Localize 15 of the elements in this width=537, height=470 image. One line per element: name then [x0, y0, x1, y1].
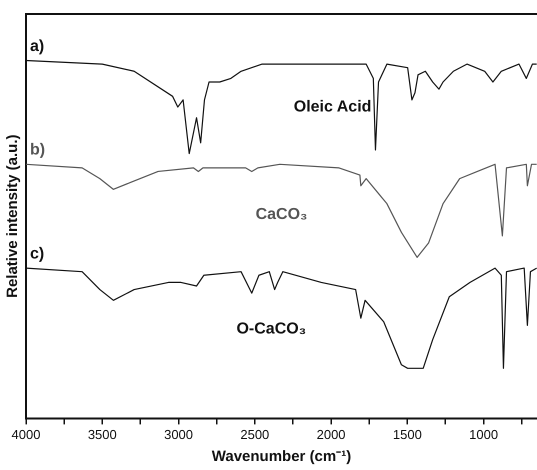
annotation: c): [30, 246, 44, 262]
text: CaCO₃: [256, 206, 308, 223]
x-tick-label: 3000: [164, 426, 193, 442]
x-tick-label: 1500: [392, 426, 422, 442]
x-axis-title: Wavenumber (cm⁻¹): [212, 448, 352, 466]
x-tick-label: 1000: [469, 426, 498, 442]
x-tick-label: 2500: [240, 426, 270, 442]
y-axis-title: Relative intensity (a.u.): [4, 134, 22, 298]
annotation: b): [30, 142, 46, 159]
x-tick-label: 3500: [88, 426, 117, 442]
series-label: O-CaCO₃: [236, 320, 306, 338]
series-label: Oleic Acid: [294, 98, 372, 116]
text: a): [30, 38, 44, 55]
x-tick-label: 4000: [12, 426, 40, 442]
x-tick-label: 2000: [316, 426, 346, 442]
